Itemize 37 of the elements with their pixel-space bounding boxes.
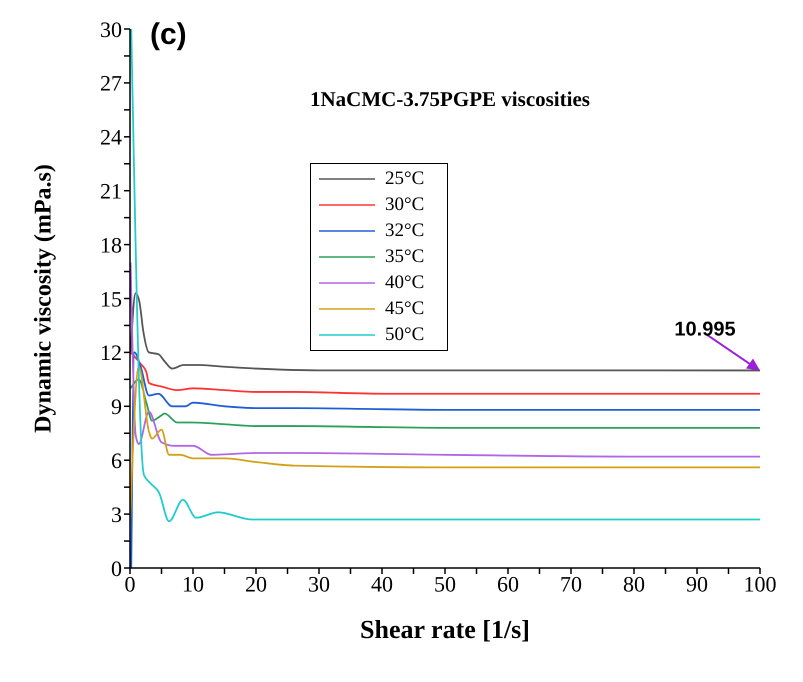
y-tick-label: 6 [111,448,122,474]
y-tick-label: 24 [100,124,122,150]
y-tick-label: 12 [100,340,122,366]
line-series [130,292,760,372]
x-tick-label: 60 [497,572,519,597]
legend-label: 40°C [385,271,424,295]
x-tick-label: 10 [182,572,204,597]
y-tick-label: 15 [100,286,122,312]
x-tick-label: 40 [371,572,393,597]
line-series [130,378,760,429]
legend-label: 30°C [385,193,424,217]
y-tick-label: 3 [111,502,122,527]
chart-title: (c) [150,18,187,52]
y-tick-label: 9 [111,394,122,420]
legend-label: 25°C [385,167,424,191]
x-axis-title: Shear rate [1/s] [360,615,530,644]
x-tick-label: 50 [434,572,456,597]
x-tick-label: 30 [308,572,330,597]
line-series [130,352,760,395]
y-tick-label: 27 [100,70,122,96]
x-tick-label: 90 [686,572,708,597]
legend-label: 35°C [385,245,424,269]
y-axis-title: Dynamic viscosity (mPa.s) [30,164,57,433]
legend-title: 1NaCMC-3.75PGPE viscosities [310,86,590,112]
x-tick-label: 70 [560,572,582,597]
line-series [130,262,760,458]
legend-label: 32°C [385,219,424,243]
x-tick-label: 100 [744,572,776,597]
y-tick-label: 30 [100,16,122,42]
x-tick-label: 80 [623,572,645,597]
x-tick-label: 20 [245,572,267,597]
annotation: 10.995 [674,318,736,340]
y-tick-label: 21 [100,178,122,204]
legend-label: 50°C [385,323,424,347]
y-tick-label: 18 [100,232,122,258]
y-tick-label: 0 [111,556,122,581]
legend-label: 45°C [385,297,424,321]
